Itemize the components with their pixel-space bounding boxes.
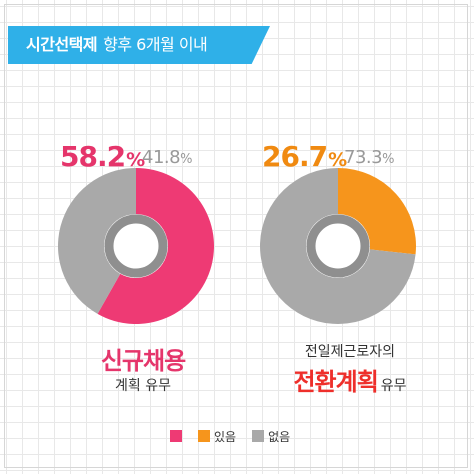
conversion-caption: 전일제근로자의 전환계획 유무	[250, 342, 450, 397]
donut-conversion	[260, 168, 416, 325]
legend-swatch-orange	[198, 430, 210, 442]
conversion-slice-1	[260, 168, 416, 325]
new-hire-center-ring	[104, 214, 168, 278]
conversion-caption-top: 전일제근로자의	[304, 344, 396, 360]
new-hire-caption-strong: 신규채용	[100, 347, 186, 375]
page-frame	[4, 4, 468, 468]
legend-swatch-pink	[170, 430, 182, 442]
legend-label-no: 없음	[268, 430, 291, 444]
new-hire-slice-0	[97, 167, 215, 324]
donut-new-hire	[58, 167, 215, 324]
conversion-slice-0	[338, 168, 416, 255]
conversion-center-ring	[306, 214, 370, 278]
conversion-caption-strong: 전환계획	[293, 368, 378, 396]
header-badge: 시간선택제 향후 6개월 이내	[8, 26, 270, 64]
new-hire-yes-pct: 58.2%	[60, 140, 145, 173]
conversion-caption-tail: 유무	[380, 378, 407, 394]
new-hire-caption-sub: 계획 유무	[115, 378, 171, 394]
header-subtitle: 향후 6개월 이내	[103, 35, 208, 54]
legend-item-pink	[170, 430, 182, 444]
legend-swatch-gray	[252, 430, 265, 442]
legend-item-yes: 있음	[198, 428, 236, 445]
conversion-yes-pct: 26.7%	[262, 140, 347, 173]
legend: 있음 없음	[170, 428, 306, 444]
legend-label-yes: 있음	[214, 430, 237, 444]
new-hire-caption: 신규채용 계획 유무	[58, 346, 228, 396]
legend-item-no: 없음	[252, 428, 290, 445]
new-hire-slice-1	[58, 168, 137, 314]
conversion-no-pct: 73.3%	[344, 147, 394, 168]
header-title: 시간선택제	[26, 35, 98, 54]
new-hire-no-pct: 41.8%	[142, 147, 192, 168]
